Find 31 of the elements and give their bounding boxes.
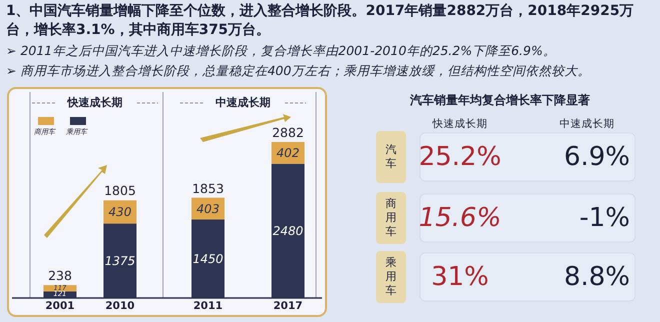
x-tick-label: 2011 xyxy=(192,300,224,312)
text: 中速成长期 xyxy=(558,117,616,131)
text: ➢ 2011年之后中国汽车进入中速增长阶段，复合增长率由2001-2010年的25.2%下降至6.9%。 xyxy=(6,42,557,59)
category-label: 汽车 xyxy=(385,143,397,171)
x-tick-label: 2001 xyxy=(44,300,76,312)
data-label: 2480 xyxy=(272,222,304,239)
x-tick-label: 2017 xyxy=(272,300,304,312)
total-label: 1853 xyxy=(191,180,225,197)
text: 中速成长期 xyxy=(203,95,283,110)
text: 15.6% xyxy=(418,202,502,235)
category-label: 乘用车 xyxy=(385,256,397,298)
text: 25.2% xyxy=(418,141,502,174)
category-label: 商用车 xyxy=(385,197,397,239)
x-tick-label: 2010 xyxy=(104,300,136,312)
text: 31% xyxy=(430,261,490,294)
text: 快速成长期 xyxy=(431,117,488,131)
text: 6.9% xyxy=(562,141,630,174)
text: 8.8% xyxy=(562,261,630,294)
text: 快速成长期 xyxy=(55,95,135,110)
text: -1% xyxy=(578,202,630,235)
data-label: 403 xyxy=(196,200,220,217)
text: 汽车销量年均复合增长率下降显著 xyxy=(409,92,591,109)
data-label: 1450 xyxy=(192,250,224,267)
total-label: 1805 xyxy=(103,183,137,200)
data-label: 402 xyxy=(276,144,300,161)
text: ➢ 商用车市场进入整合增长阶段，总量稳定在400万左右；乘用车增速放缓，但结构性空间依然较大。 xyxy=(6,62,592,79)
data-label: 430 xyxy=(108,204,132,220)
chart-title: 1、中国汽车销量增幅下降至个位数，进入整合增长阶段。2017年销量2882万台，2018年2925万台，增长率3.1%，其中商用车375万台。 xyxy=(6,2,635,40)
total-label: 238 xyxy=(47,268,73,284)
total-label: 2882 xyxy=(271,125,305,141)
data-label: 1375 xyxy=(104,252,136,269)
